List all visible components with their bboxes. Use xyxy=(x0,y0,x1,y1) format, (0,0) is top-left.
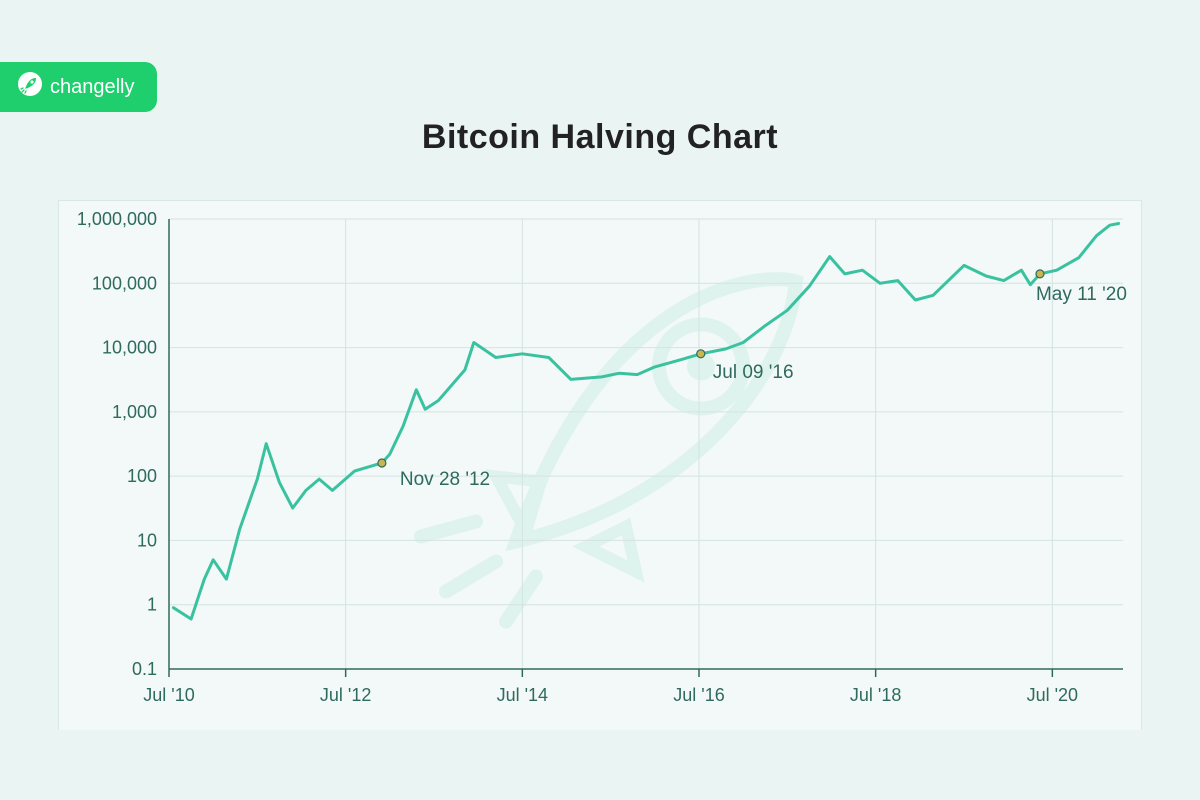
y-tick-label: 100,000 xyxy=(92,273,157,293)
watermark-rocket-icon xyxy=(421,279,796,621)
rocket-icon xyxy=(18,72,42,102)
halving-line-chart: 0.1 1 10 100 1,000 10,000 100,000 1,000,000 Jul … xyxy=(59,201,1143,731)
halving-marker xyxy=(378,459,386,467)
y-tick-label: 10 xyxy=(137,530,157,550)
y-tick-label: 0.1 xyxy=(132,659,157,679)
halving-label: Nov 28 '12 xyxy=(400,469,490,490)
x-tick-label: Jul '20 xyxy=(1027,685,1078,705)
x-tick-label: Jul '16 xyxy=(673,685,724,705)
x-tick-label: Jul '14 xyxy=(497,685,548,705)
brand-badge: changelly xyxy=(0,62,157,112)
y-tick-label: 10,000 xyxy=(102,338,157,358)
halving-label: May 11 '20 xyxy=(1036,284,1127,305)
brand-name: changelly xyxy=(50,76,135,99)
halving-label: Jul 09 '16 xyxy=(713,362,794,383)
y-tick-label: 1,000 xyxy=(112,402,157,422)
y-tick-label: 1,000,000 xyxy=(77,209,157,229)
x-tick-label: Jul '12 xyxy=(320,685,371,705)
x-tick-label: Jul '18 xyxy=(850,685,901,705)
halving-marker xyxy=(1036,270,1044,278)
chart-title: Bitcoin Halving Chart xyxy=(0,118,1200,157)
halving-marker xyxy=(697,350,705,358)
y-tick-label: 1 xyxy=(147,595,157,615)
x-tick-label: Jul '10 xyxy=(143,685,194,705)
chart-panel: 0.1 1 10 100 1,000 10,000 100,000 1,000,000 Jul … xyxy=(58,200,1142,730)
y-tick-label: 100 xyxy=(127,466,157,486)
